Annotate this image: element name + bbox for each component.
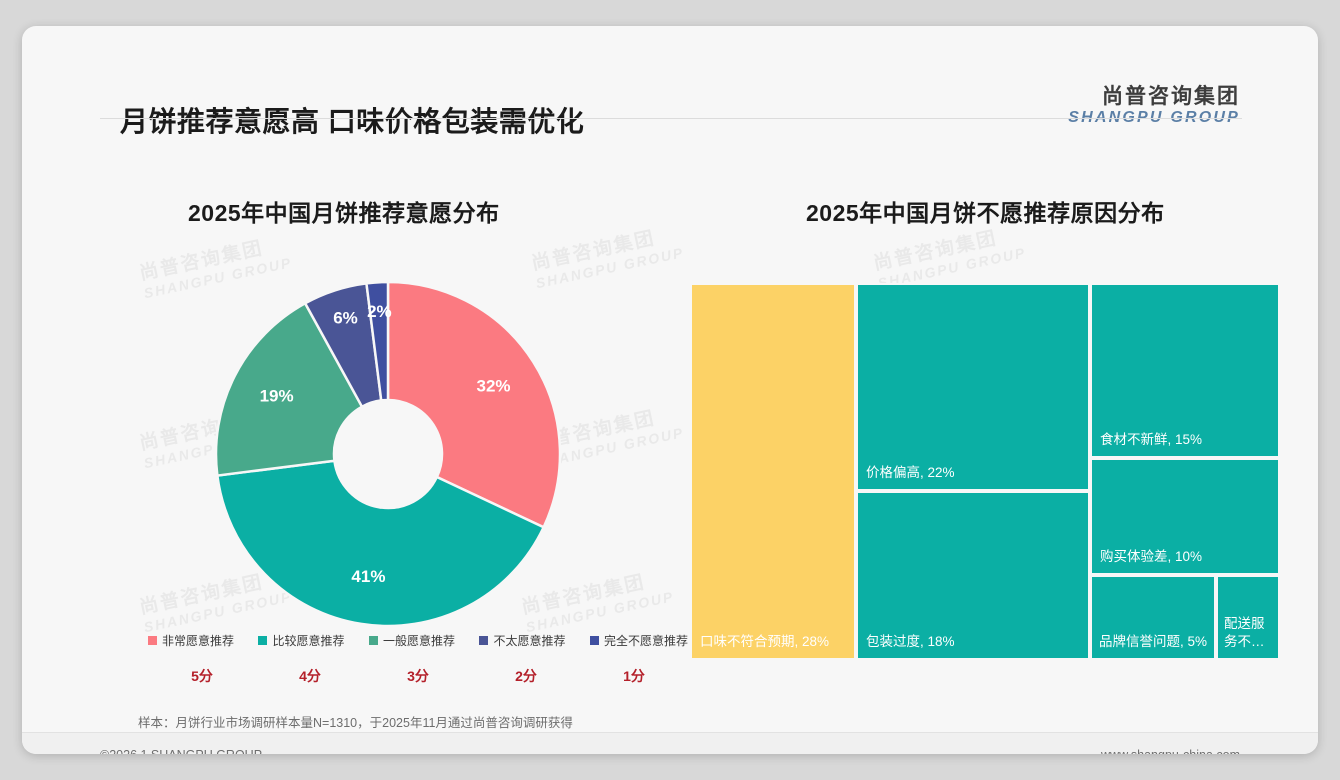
slide-card: 月饼推荐意愿高 口味价格包装需优化 尚普咨询集团 SHANGPU GROUP 尚…	[22, 26, 1318, 754]
legend-item[interactable]: 比较愿意推荐	[258, 632, 345, 649]
treemap-tile[interactable]: 价格偏高, 22%	[856, 283, 1090, 491]
score-label: 1分	[623, 668, 645, 684]
treemap-tile-label: 购买体验差, 10%	[1100, 549, 1203, 565]
treemap-tile[interactable]: 购买体验差, 10%	[1090, 458, 1280, 575]
website-link[interactable]: www.shangpu-china.com	[1101, 748, 1240, 754]
sample-footnote: 样本：月饼行业市场调研样本量N=1310，于2025年11月通过尚普咨询调研获得	[138, 716, 573, 730]
donut-slice-label: 6%	[333, 309, 358, 328]
score-label: 4分	[299, 668, 321, 684]
header-divider	[100, 118, 1242, 119]
treemap-tile-label: 品牌信誉问题, 5%	[1098, 634, 1207, 650]
header: 月饼推荐意愿高 口味价格包装需优化 尚普咨询集团 SHANGPU GROUP	[22, 26, 1318, 137]
legend-item[interactable]: 非常愿意推荐	[148, 632, 234, 649]
donut-slice[interactable]	[365, 280, 390, 402]
right-chart-title: 2025年中国月饼不愿推荐原因分布	[806, 200, 1165, 226]
score-label: 5分	[191, 668, 213, 684]
treemap-tile-label: 价格偏高, 22%	[866, 465, 955, 481]
donut-slice[interactable]	[215, 459, 546, 628]
treemap-tile[interactable]: 包装过度, 18%	[856, 491, 1090, 660]
treemap-tile[interactable]: 食材不新鲜, 15%	[1090, 283, 1280, 458]
watermark-cn: 尚普咨询集团	[871, 227, 1000, 275]
donut-slice[interactable]	[386, 280, 562, 529]
watermark-cn: 尚普咨询集团	[529, 227, 658, 275]
legend-item[interactable]: 完全不愿意推荐	[589, 632, 688, 649]
treemap-tile-label: 包装过度, 18%	[866, 634, 955, 650]
treemap-tile-label: 食材不新鲜, 15%	[1100, 432, 1203, 448]
logo-text-en: SHANGPU GROUP	[1068, 109, 1240, 127]
legend-item-label: 比较愿意推荐	[272, 634, 345, 648]
donut-slice[interactable]	[214, 301, 364, 477]
score-row: 5分 4分 3分 2分 1分	[148, 666, 688, 686]
donut-slice-label: 19%	[260, 387, 294, 406]
legend-swatch-icon	[368, 636, 378, 645]
treemap-tile[interactable]: 口味不符合预期, 28%	[690, 283, 856, 660]
legend-item-label: 不太愿意推荐	[493, 634, 566, 648]
treemap-tile-label: 口味不符合预期, 28%	[700, 634, 830, 650]
watermark: 尚普咨询集团 SHANGPU GROUP	[872, 223, 1028, 292]
score-label: 2分	[515, 668, 537, 684]
treemap-tile[interactable]: 配送服务不…	[1216, 575, 1280, 660]
legend-item[interactable]: 不太愿意推荐	[479, 632, 565, 649]
reasons-treemap-chart: 口味不符合预期, 28% 价格偏高, 22% 包装过度, 18% 食材不新鲜, 15%…	[690, 283, 1280, 660]
donut-svg: 32% 41% 19% 6% 2%	[214, 280, 562, 628]
legend-item-label: 非常愿意推荐	[162, 634, 235, 648]
logo-text-cn: 尚普咨询集团	[1102, 85, 1240, 108]
legend-swatch-icon	[148, 636, 157, 645]
donut-slice-label: 32%	[477, 377, 511, 396]
legend-item-label: 完全不愿意推荐	[603, 634, 688, 648]
legend-swatch-icon	[258, 636, 268, 645]
footer-divider	[22, 732, 1318, 733]
legend-item[interactable]: 一般愿意推荐	[368, 632, 455, 649]
copyright-text: ©2026.1 SHANGPU GROUP	[100, 748, 262, 754]
brand-logo: 尚普咨询集团 SHANGPU GROUP	[1068, 85, 1240, 127]
legend-swatch-icon	[589, 636, 599, 645]
legend-item-label: 一般愿意推荐	[382, 634, 455, 648]
donut-slice-label: 41%	[351, 567, 385, 586]
legend-swatch-icon	[479, 636, 489, 645]
page-title: 月饼推荐意愿高 口味价格包装需优化	[120, 106, 585, 137]
donut-slice-label: 2%	[367, 302, 392, 321]
treemap-tile-label: 配送服务不…	[1224, 615, 1265, 649]
score-label: 3分	[407, 668, 429, 684]
recommendation-donut-chart: 32% 41% 19% 6% 2%	[212, 278, 564, 630]
left-chart-title: 2025年中国月饼推荐意愿分布	[188, 200, 500, 226]
treemap-tile[interactable]: 品牌信誉问题, 5%	[1090, 575, 1216, 660]
footer-bar: ©2026.1 SHANGPU GROUP www.shangpu-china.…	[22, 733, 1318, 754]
donut-legend: 非常愿意推荐 比较愿意推荐 一般愿意推荐 不太愿意推荐 完全不愿意推荐	[148, 632, 688, 649]
